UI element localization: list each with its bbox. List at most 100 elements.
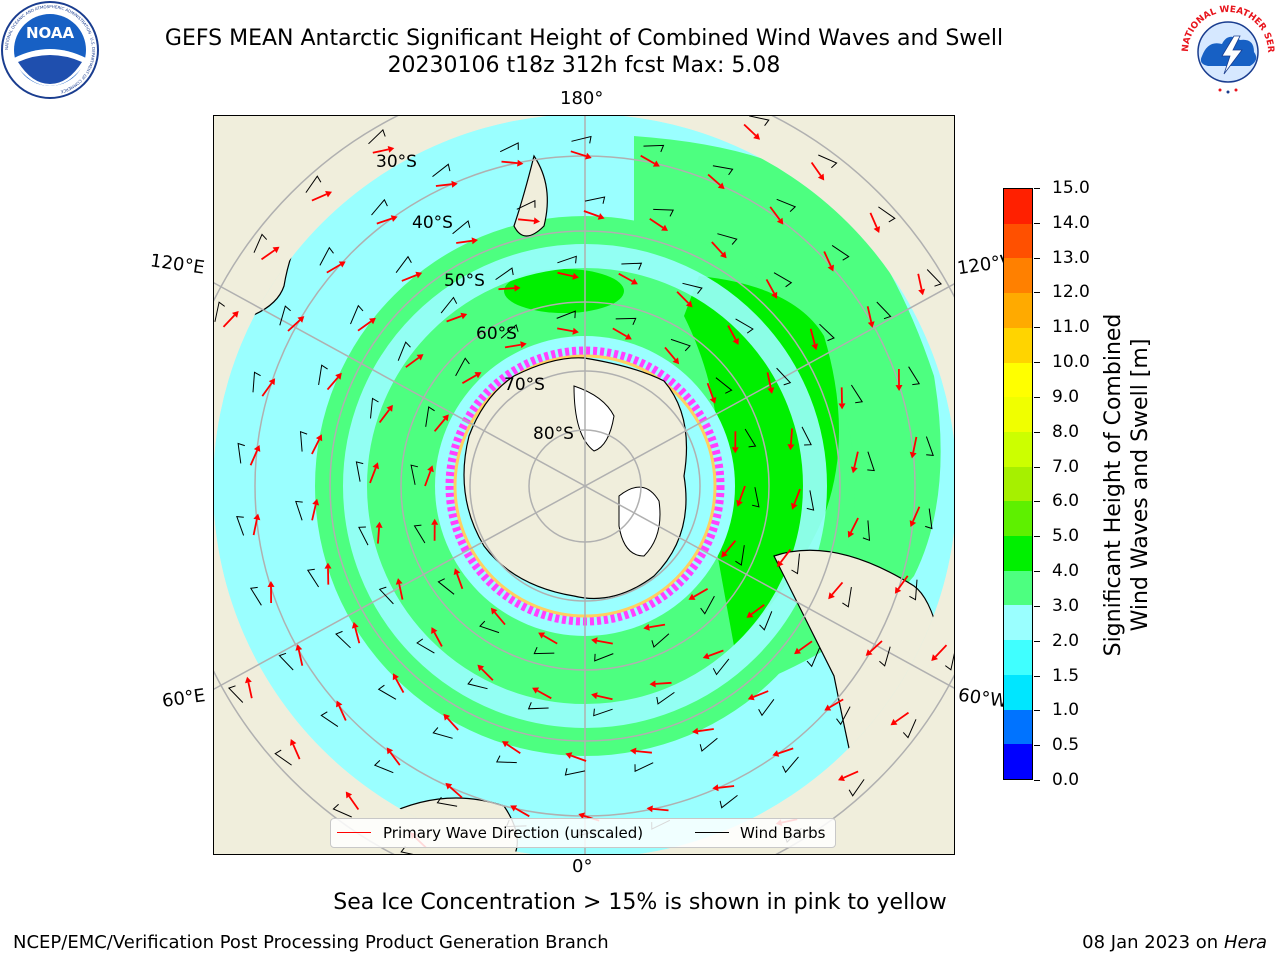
wave-direction-arrowhead [325,191,332,198]
nws-logo: NATIONAL WEATHER SERVICE [1178,0,1276,98]
wind-barb [371,198,388,216]
wave-direction-arrowhead [753,133,760,140]
wind-barb [925,436,934,456]
wave-direction-arrowhead [591,692,598,700]
wave-direction-arrow [456,573,464,590]
map-legend: Primary Wave Direction (unscaled) Wind B… [330,818,836,848]
wave-direction-arrow [557,271,574,278]
wind-barb [744,428,757,448]
wind-barb [249,586,262,606]
wave-direction-arrowhead [386,404,393,412]
new-zealand [513,154,548,237]
noaa-logo-text: NOAA [26,24,75,42]
wave-direction-arrow [377,527,380,544]
wave-direction-arrow [583,210,600,218]
colorbar-tick-label: 9.0 [1034,387,1079,407]
wind-barb [479,620,500,634]
colorbar-tick-label: 0.5 [1034,735,1079,755]
wave-direction-arrowhead [392,673,399,681]
wind-barb [773,272,793,288]
wave-direction-arrow [664,346,676,361]
wind-barb [527,702,549,710]
wind-barb [593,708,613,717]
wind-barb [358,526,369,546]
wave-direction-arrow [261,382,273,397]
colorbar-tick-label: 15.0 [1034,178,1090,198]
colorbar-segment [1004,293,1032,328]
wave-direction-arrowhead [427,465,434,473]
wind-barb [237,442,245,464]
wave-direction-arrowhead [336,700,343,708]
wave-direction-arrowhead [847,530,855,538]
wind-barb [862,520,871,542]
wave-direction-arrowhead [767,387,775,394]
wind-barb [656,691,675,705]
wave-direction-arrowhead [827,264,834,272]
wave-direction-arrow [693,588,709,598]
wave-direction-arrowhead [712,784,719,792]
wave-direction-arrowhead [395,578,403,585]
wave-direction-arrow [596,694,613,701]
wave-direction-arrowhead [585,152,592,160]
wave-direction-arrow [557,327,574,333]
longitude-label-180: 180° [560,88,604,109]
wave-direction-arrow [222,314,236,328]
wave-direction-arrowhead [873,226,880,233]
wind-barb [410,464,419,485]
wind-barb [879,646,891,667]
credit-line: NCEP/EMC/Verification Post Processing Pr… [13,932,609,953]
wave-direction-arrowhead [630,278,638,285]
wave-direction-arrow [869,640,883,653]
sea-ice-footnote: Sea Ice Concentration > 15% is shown in … [333,890,947,915]
wave-direction-arrows [222,123,948,849]
wind-barb [452,220,471,235]
polar-map: 30°S 40°S 50°S 60°S 70°S 80°S [213,115,955,855]
wave-direction-arrow [536,689,552,700]
wave-direction-arrow [912,506,921,522]
wave-direction-arrowhead [267,581,275,587]
colorbar-tick-label: 5.0 [1034,526,1079,546]
colorbar-segment [1004,674,1032,710]
wave-direction-arrowhead [375,521,383,528]
wave-direction-arrowhead [324,562,332,569]
wave-direction-arrowhead [895,385,903,391]
wave-direction-arrow [697,728,714,733]
colorbar-segment [1004,709,1032,745]
wave-direction-arrow [766,372,772,389]
wave-direction-arrowhead [692,727,699,735]
wave-direction-arrowhead [315,434,323,442]
wave-direction-arrowhead [643,623,650,631]
wave-direction-arrow [649,217,664,229]
wind-barb [306,568,320,588]
wave-direction-arrowhead [253,513,261,521]
wave-direction-arrow [501,160,518,164]
wave-direction-arrowhead [811,343,819,351]
wave-direction-arrowhead [824,704,832,711]
wave-direction-arrow [612,327,628,338]
wave-direction-arrow [311,504,317,521]
wind-barb [377,684,397,700]
wave-direction-arrow [389,751,401,766]
wind-barb [295,500,303,521]
wind-barb [564,768,586,776]
wave-direction-arrowhead [345,791,353,799]
latitude-label-40s: 40°S [412,213,453,233]
latitude-label-60s: 60°S [476,324,517,344]
wave-direction-arrow [655,681,672,685]
wave-direction-arrowhead [850,466,858,474]
latitude-label-50s: 50°S [444,271,485,291]
wind-barb [467,678,488,690]
wind-barb [806,490,815,511]
wave-direction-arrowhead [591,637,598,645]
colorbar-label: Significant Height of Combined Wind Wave… [1100,314,1154,657]
wave-direction-arrow [292,744,301,760]
wave-direction-arrow [765,278,775,294]
wave-direction-arrow [850,517,859,533]
wave-direction-arrow [828,698,844,709]
wind-barb [643,144,665,153]
wind-barb [782,756,799,774]
wave-direction-arrowhead [533,217,540,225]
wind-barb [700,595,715,615]
wave-direction-arrow [260,249,276,261]
wave-direction-arrowhead [517,159,524,167]
